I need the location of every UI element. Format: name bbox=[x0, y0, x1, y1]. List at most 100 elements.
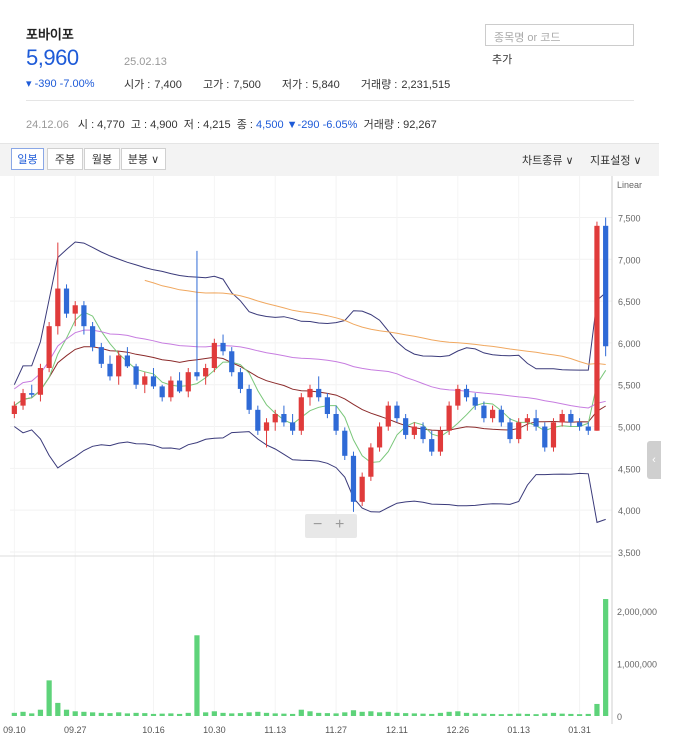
price-tick-label: 6,000 bbox=[618, 339, 641, 349]
date-tick-label: 12.26 bbox=[447, 725, 470, 735]
volume-bar bbox=[437, 712, 444, 716]
chart-type-menu[interactable]: 차트종류 ∨ bbox=[522, 155, 574, 167]
price-tick-label: 5,500 bbox=[618, 381, 641, 391]
bollinger-lower-line bbox=[14, 426, 606, 524]
candle-body bbox=[368, 447, 374, 477]
candle-body bbox=[455, 388, 461, 406]
candle-body bbox=[281, 414, 287, 423]
candle-body bbox=[516, 422, 522, 440]
candle-body bbox=[246, 388, 252, 410]
volume-bar bbox=[394, 712, 400, 716]
volume-bar bbox=[168, 713, 174, 716]
candle-body bbox=[20, 393, 26, 406]
candle-body bbox=[159, 386, 165, 398]
candle-body bbox=[194, 372, 200, 377]
candle-body bbox=[585, 426, 591, 431]
volume-bar bbox=[576, 714, 583, 716]
candle-body bbox=[490, 409, 496, 419]
volume-bar bbox=[237, 713, 244, 716]
volume-label: 거래량 : bbox=[360, 79, 398, 91]
volume-bar bbox=[585, 713, 591, 716]
volume-bar bbox=[185, 712, 191, 716]
candle-body bbox=[429, 439, 435, 452]
zoom-in-icon[interactable]: + bbox=[335, 516, 345, 533]
indicator-settings-menu[interactable]: 지표설정 ∨ bbox=[590, 155, 642, 167]
ohlc-summary: 시가 :7,400 고가 :7,500 저가 :5,840 거래량 :2,231… bbox=[124, 76, 468, 92]
candle-body bbox=[550, 422, 557, 448]
volume-bar bbox=[107, 713, 113, 716]
hover-date: 24.12.06 bbox=[26, 119, 69, 131]
volume-bars bbox=[11, 599, 609, 716]
hover-close-label: 종 : bbox=[236, 119, 253, 131]
side-panel-toggle[interactable]: ‹ bbox=[647, 441, 661, 479]
candle-body bbox=[542, 426, 548, 448]
date-tick-label: 10.30 bbox=[203, 725, 226, 735]
add-button[interactable]: 추가 bbox=[492, 54, 513, 66]
candle-body bbox=[220, 342, 226, 352]
tab-monthly[interactable]: 월봉 bbox=[84, 148, 120, 170]
volume-bar bbox=[490, 713, 496, 716]
chart-background bbox=[0, 176, 612, 724]
candle-body bbox=[72, 305, 78, 314]
chart-grid bbox=[0, 176, 612, 724]
zoom-control: − + bbox=[305, 514, 357, 538]
tab-minute[interactable]: 분봉 ∨ bbox=[121, 148, 166, 170]
volume-bar bbox=[229, 713, 235, 716]
ma5-line bbox=[14, 311, 607, 464]
date-tick-label: 09.27 bbox=[64, 725, 87, 735]
candle-body bbox=[263, 422, 270, 431]
low-label: 저가 : bbox=[281, 79, 309, 91]
candle-body bbox=[359, 476, 365, 502]
volume-bar bbox=[159, 713, 165, 716]
volume-bar bbox=[516, 713, 522, 716]
stock-search-input[interactable]: 종목명 or 코드 bbox=[485, 24, 634, 46]
quote-date: 25.02.13 bbox=[124, 56, 167, 68]
candle-body bbox=[107, 363, 113, 377]
stock-name: 포바이포 bbox=[26, 27, 74, 42]
candle-body bbox=[568, 414, 574, 423]
volume-bar bbox=[255, 711, 261, 716]
date-tick-label: 10.16 bbox=[142, 725, 165, 735]
candle-body bbox=[350, 455, 357, 502]
candle-body bbox=[237, 372, 244, 389]
volume-bar bbox=[542, 713, 548, 716]
volume-bar bbox=[533, 714, 539, 716]
tab-daily[interactable]: 일봉 bbox=[11, 148, 44, 170]
current-price: 5,960 bbox=[26, 45, 79, 70]
volume-bar bbox=[385, 711, 391, 716]
volume-bar bbox=[455, 711, 461, 716]
volume-bar bbox=[333, 713, 339, 716]
candle-body bbox=[168, 380, 174, 398]
price-tick-label: 4,000 bbox=[618, 506, 641, 516]
volume-bar bbox=[98, 712, 104, 716]
volume-bar bbox=[194, 635, 200, 716]
candle-body bbox=[307, 388, 313, 398]
candle-body bbox=[385, 405, 391, 427]
volume-bar bbox=[568, 713, 574, 716]
candle-body bbox=[203, 368, 209, 377]
candle-body bbox=[316, 388, 322, 398]
candle-body bbox=[298, 397, 304, 431]
volume-bar bbox=[359, 711, 365, 716]
tab-weekly[interactable]: 주봉 bbox=[47, 148, 83, 170]
volume-bar bbox=[281, 713, 287, 716]
volume-bar bbox=[403, 713, 409, 716]
price-tick-label: 7,500 bbox=[618, 213, 641, 223]
price-tick-label: 3,500 bbox=[618, 548, 641, 558]
volume-bar bbox=[463, 712, 470, 716]
candle-body bbox=[481, 405, 487, 419]
candle-body bbox=[272, 414, 278, 423]
hover-high: 고 : 4,900 bbox=[130, 119, 178, 131]
candle-body bbox=[133, 366, 139, 385]
candle-body bbox=[446, 405, 452, 431]
volume-tick-label: 1,000,000 bbox=[617, 660, 657, 670]
zoom-out-icon[interactable]: − bbox=[313, 516, 323, 533]
candle-body bbox=[150, 376, 157, 387]
price-tick-label: 7,000 bbox=[618, 255, 641, 265]
candle-body bbox=[507, 422, 513, 440]
hover-open: 시 : 4,770 bbox=[77, 119, 125, 131]
volume-bar bbox=[211, 711, 217, 716]
volume-bar bbox=[11, 712, 17, 716]
price-change: ▾ -390 -7.00% bbox=[26, 78, 95, 90]
volume-bar bbox=[324, 713, 330, 716]
